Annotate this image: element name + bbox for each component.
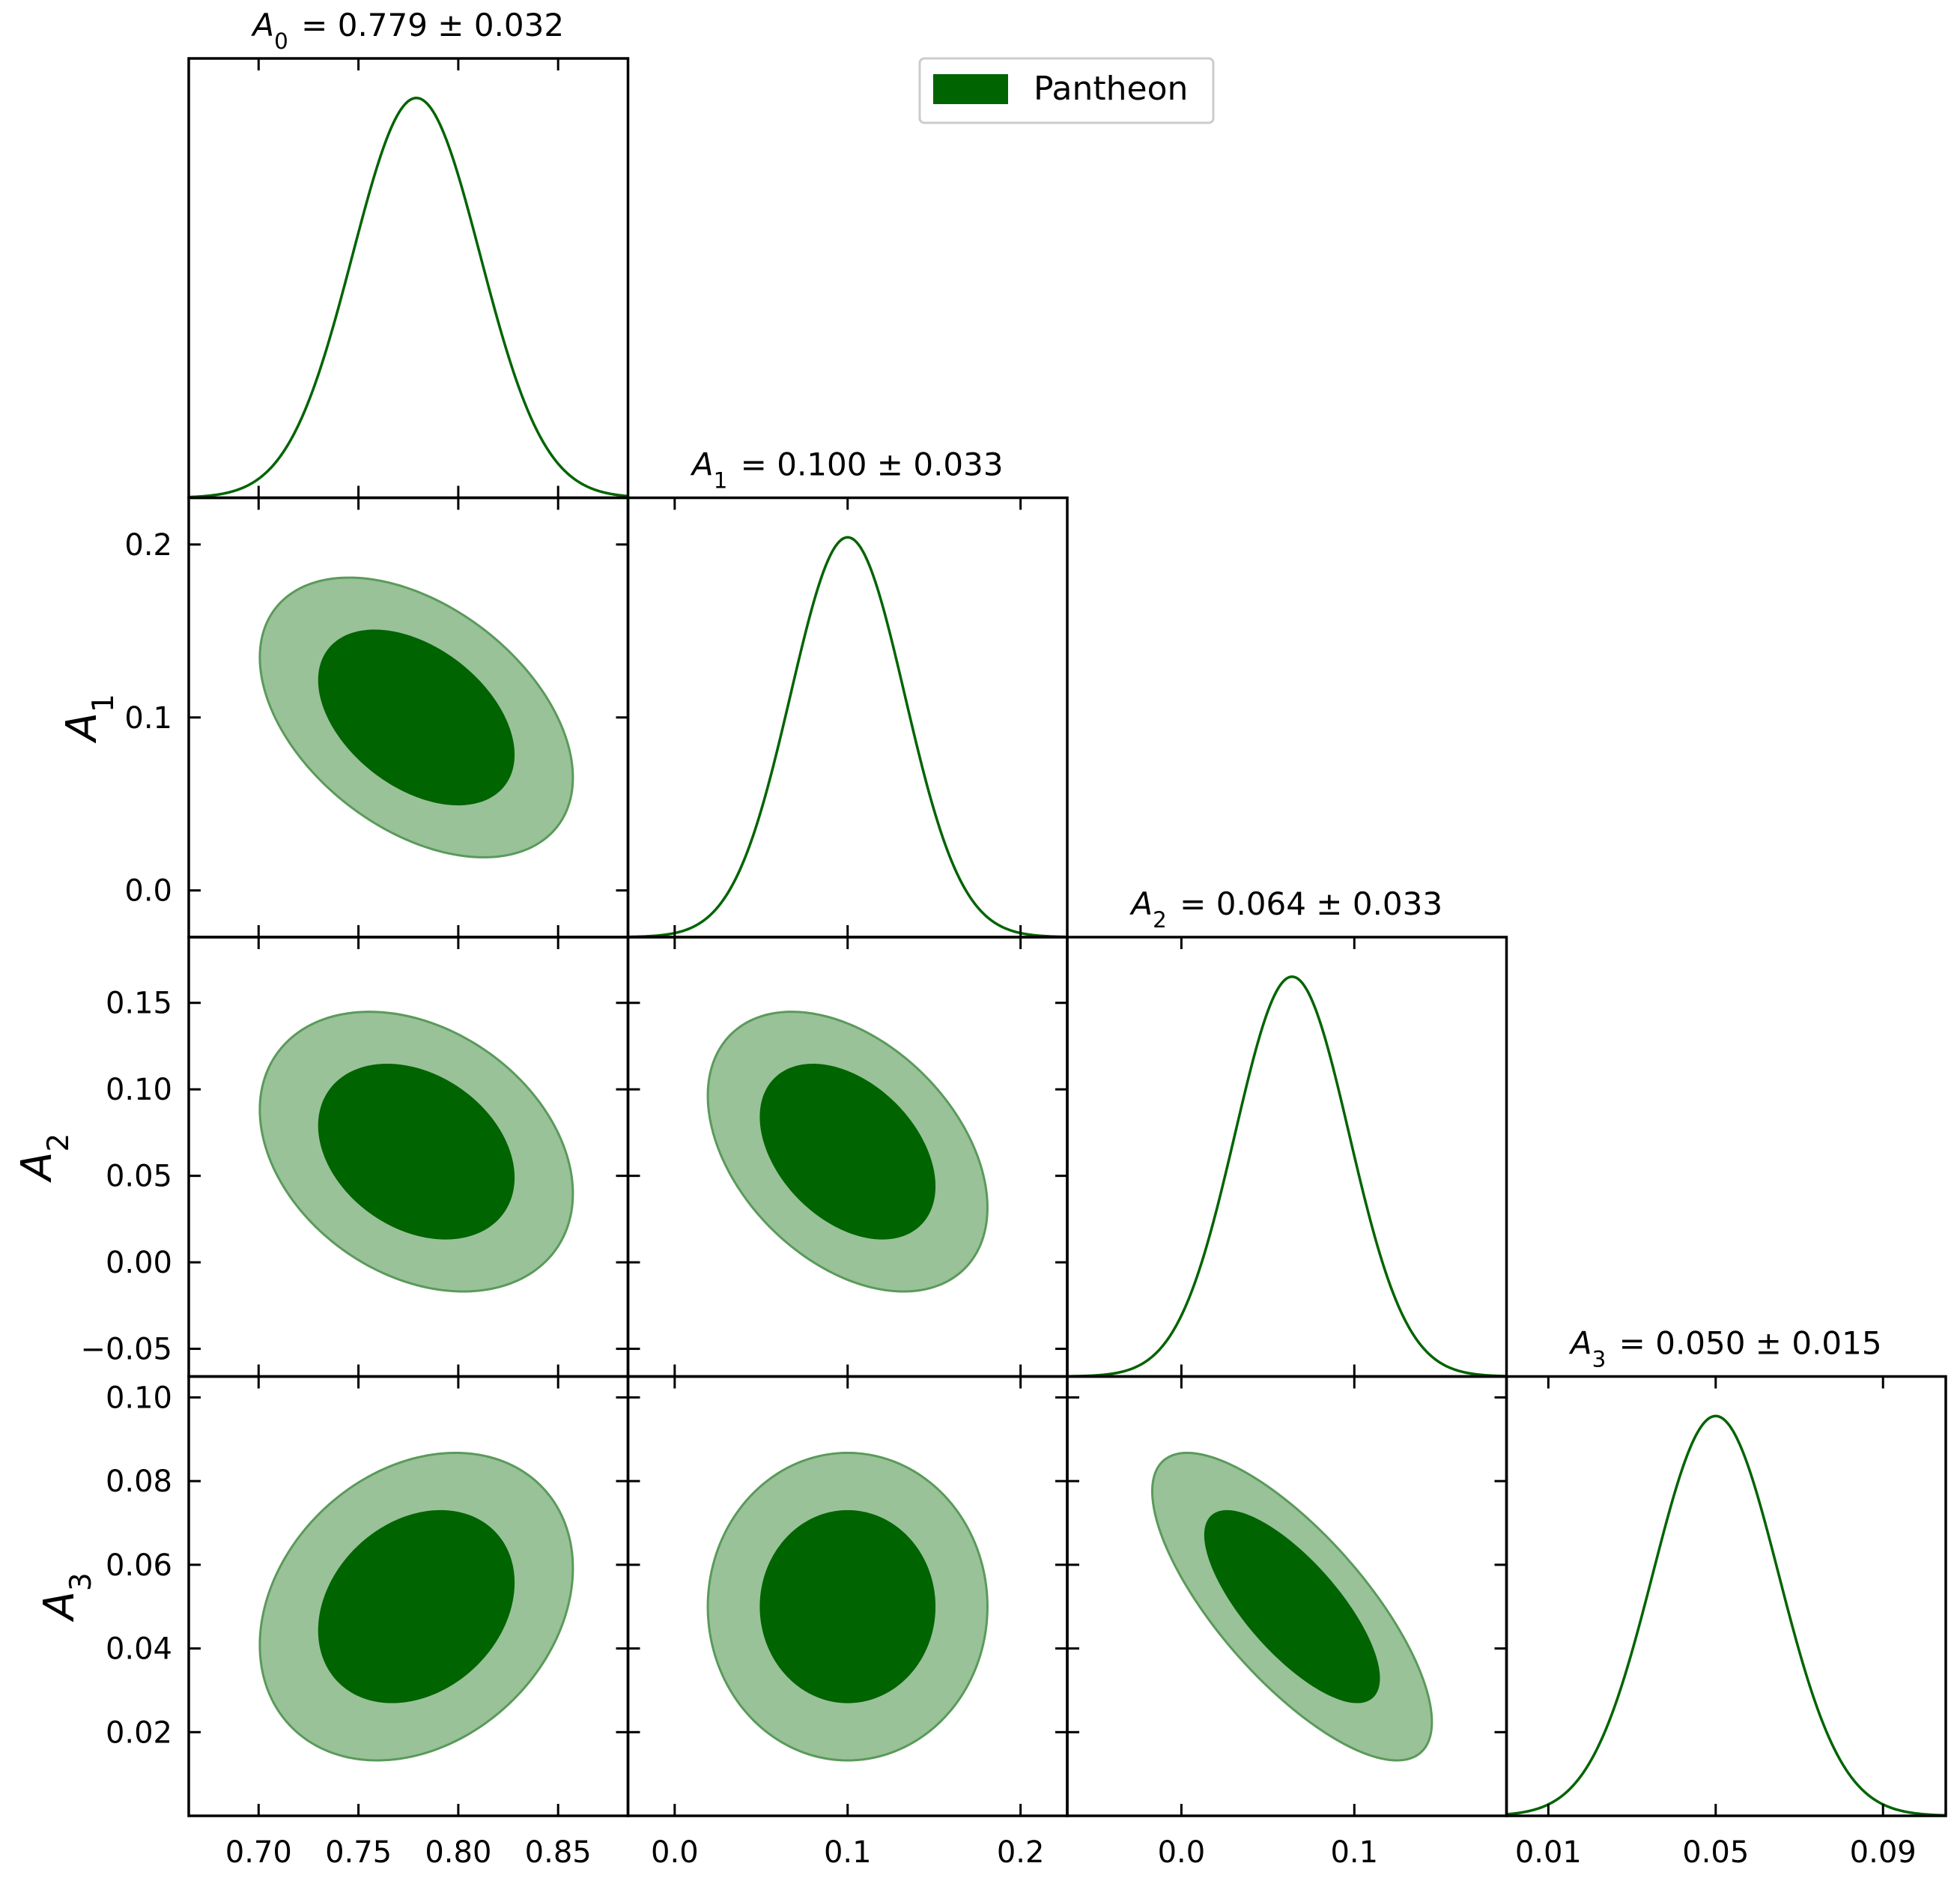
panel-title-0-symbol: A [250,7,274,43]
panel-content [258,1451,574,1762]
contour-68-2-0 [318,1064,515,1240]
contour-68-3-0 [318,1509,515,1703]
panel-frame [626,496,1069,939]
panel-title-1-value: = 0.100 ± 0.033 [730,446,1003,483]
y-tick-label: 0.10 [106,1381,172,1415]
contour-68-1-0 [318,629,515,806]
x-tick-label: 0.0 [651,1835,699,1870]
marginal-curve-0 [189,97,628,498]
y-tick-label: 0.15 [106,987,172,1021]
panel-title-3-symbol: A [1568,1325,1592,1362]
panel-title-2: A2 = 0.064 ± 0.033 [1129,885,1442,933]
panel-content [628,536,1067,937]
x-tick-label: 0.85 [525,1835,592,1870]
panel-frame [187,57,630,500]
panel-content [189,97,628,498]
panel-content [258,1011,574,1293]
y-tick-label: 0.08 [106,1465,172,1499]
panel-3-0: 0.70 0.75 0.80 0.85 0.02 0.04 0.06 0.08 0.10 [106,1375,630,1870]
panel-2-0: −0.05 0.00 0.05 0.10 0.15 [80,936,630,1378]
panel-2-1 [626,936,1069,1378]
y-tick-label: 0.02 [106,1715,172,1750]
panel-3-3: A3 = 0.050 ± 0.015 0.01 0.05 0.09 [1505,1325,1947,1870]
panel-1-1: A1 = 0.100 ± 0.033 [626,446,1069,939]
contour-68-2-1 [759,1063,936,1240]
y-tick-label: 0.05 [106,1160,172,1194]
panel-content [1150,1451,1433,1762]
x-tick-label: 0.80 [425,1835,491,1870]
y-axis-label-3-symbol: A [35,1591,84,1622]
panel-content [258,576,574,858]
x-tick-label: 0.70 [225,1835,292,1870]
x-tick-label: 0.05 [1682,1835,1749,1870]
panel-title-3-value: = 0.050 ± 0.015 [1609,1325,1881,1362]
panel-title-2-symbol: A [1129,885,1153,922]
legend: Pantheon [918,57,1215,124]
panel-1-0: 0.0 0.1 0.2 [124,496,630,939]
panel-content [1506,1414,1946,1816]
panel-2-2: A2 = 0.064 ± 0.033 [1066,885,1508,1378]
panel-title-3: A3 = 0.050 ± 0.015 [1568,1325,1882,1372]
contour-68-3-1 [759,1509,936,1703]
marginal-curve-3 [1506,1414,1946,1816]
x-tick-label: 0.0 [1158,1835,1206,1870]
marginal-curve-1 [628,536,1067,937]
y-tick-label: 0.10 [106,1073,172,1107]
y-tick-label: 0.06 [106,1548,172,1583]
y-axis-label-3-subscript: 3 [64,1572,98,1591]
y-axis-label-3: A3 [35,1572,98,1622]
y-tick-label: 0.00 [106,1246,172,1280]
panel-frame [1066,936,1508,1378]
x-tick-label: 0.75 [325,1835,392,1870]
y-axis-label-1-symbol: A [58,712,106,743]
legend-label: Pantheon [1034,70,1188,108]
y-tick-label: 0.2 [124,528,172,563]
panel-title-3-subscript: 3 [1592,1347,1606,1372]
y-tick-label: 0.0 [124,874,172,909]
panel-title-0-value: = 0.779 ± 0.032 [291,7,564,43]
panel-3-1: 0.0 0.1 0.2 [626,1375,1069,1870]
y-axis-label-1-subscript: 1 [87,694,121,712]
y-tick-label: −0.05 [80,1333,172,1367]
y-tick-label: 0.04 [106,1632,172,1667]
panel-content [1067,975,1507,1377]
panel-0-0: A0 = 0.779 ± 0.032 [187,7,630,500]
y-axis-label-2-symbol: A [13,1152,61,1183]
panel-title-0-subscript: 0 [274,28,288,54]
y-axis-label-2-subscript: 2 [42,1133,76,1152]
panel-content [706,1451,989,1762]
panel-title-1: A1 = 0.100 ± 0.033 [690,446,1004,494]
panel-title-1-subscript: 1 [714,468,728,494]
y-tick-label: 0.1 [124,701,172,736]
y-axis-label-1: A1 [58,694,121,743]
y-axis-label-2: A2 [13,1133,76,1183]
marginal-curve-2 [1067,975,1507,1377]
panel-frame [1505,1375,1947,1817]
x-tick-label: 0.1 [1330,1835,1378,1870]
panel-content [706,1011,989,1293]
panel-title-0: A0 = 0.779 ± 0.032 [250,7,564,54]
contour-68-3-2 [1204,1509,1380,1703]
x-tick-label: 0.01 [1515,1835,1582,1870]
panel-title-2-value: = 0.064 ± 0.033 [1170,885,1442,922]
panel-title-2-subscript: 2 [1153,907,1167,933]
panel-3-2: 0.0 0.1 [1066,1375,1508,1870]
x-tick-label: 0.2 [997,1835,1045,1870]
legend-swatch [933,74,1008,104]
panel-title-1-symbol: A [690,446,714,483]
x-tick-label: 0.09 [1850,1835,1917,1870]
x-tick-label: 0.1 [824,1835,872,1870]
